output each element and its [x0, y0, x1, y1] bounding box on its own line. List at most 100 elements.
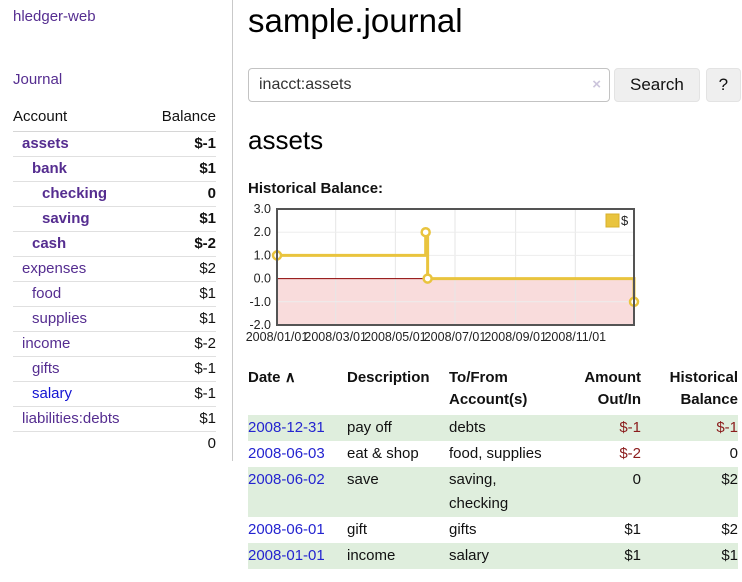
account-balance: 0	[147, 181, 216, 207]
app-title-link[interactable]: hledger-web	[13, 8, 96, 25]
account-link[interactable]: supplies	[32, 310, 88, 327]
clear-search-icon[interactable]: ×	[592, 76, 601, 93]
accounts-table-body: assets $-1 bank $1 checking 0 saving $1 cash $-2 e…	[13, 131, 216, 432]
search-input[interactable]	[248, 68, 610, 102]
legend-swatch	[605, 213, 620, 228]
transaction-amount: 0	[632, 471, 641, 488]
account-link[interactable]: cash	[32, 235, 67, 252]
account-row: income $-2	[13, 331, 216, 357]
transaction-description: income	[347, 547, 396, 564]
transaction-accounts: gifts	[449, 521, 477, 538]
transaction-description: save	[347, 471, 379, 488]
transaction-amount: $-2	[619, 445, 641, 462]
register-header-balance: Historical Balance	[669, 369, 738, 408]
account-balance: $-1	[147, 131, 216, 157]
transaction-balance: $-1	[716, 419, 738, 436]
account-link[interactable]: food	[32, 285, 62, 302]
transaction-balance: 0	[729, 445, 738, 462]
transaction-row: 2008-01-01 income salary $1 $1	[248, 543, 738, 569]
transaction-balance: $2	[721, 521, 738, 538]
transaction-date-link[interactable]: 2008-06-03	[248, 445, 325, 462]
transaction-amount: $1	[624, 547, 641, 564]
transaction-balance: $1	[721, 547, 738, 564]
account-balance: $1	[147, 206, 216, 232]
transaction-row: 2008-12-31 pay off debts $-1 $-1	[248, 415, 738, 441]
account-row: bank $1	[13, 156, 216, 182]
accounts-table: Account Balance assets $-1 bank $1 checking 0…	[13, 105, 216, 455]
y-tick-label: 3.0	[254, 202, 271, 216]
y-tick-label: -2.0	[249, 318, 271, 332]
x-tick-label: 2008/11/01	[544, 330, 606, 344]
transaction-date-link[interactable]: 2008-06-02	[248, 471, 325, 488]
account-link[interactable]: bank	[32, 160, 68, 177]
account-title: assets	[248, 125, 324, 155]
transaction-row: 2008-06-01 gift gifts $1 $2	[248, 517, 738, 543]
transaction-date-link[interactable]: 2008-01-01	[248, 547, 325, 564]
x-tick-label: 2008/03/01	[304, 330, 367, 344]
account-row: salary $-1	[13, 381, 216, 407]
sidebar-item-journal[interactable]: Journal	[13, 71, 63, 88]
account-link[interactable]: checking	[42, 185, 108, 202]
transaction-accounts: debts	[449, 419, 486, 436]
account-row: food $1	[13, 281, 216, 307]
account-balance: $-1	[147, 356, 216, 382]
account-link[interactable]: gifts	[32, 360, 60, 377]
y-tick-label: 2.0	[254, 225, 271, 239]
transaction-balance: $2	[721, 471, 738, 488]
account-row: checking 0	[13, 181, 216, 207]
account-row: gifts $-1	[13, 356, 216, 382]
account-link[interactable]: expenses	[22, 260, 87, 277]
account-link[interactable]: liabilities:debts	[22, 410, 120, 427]
transaction-amount: $1	[624, 521, 641, 538]
register-header-description: Description	[347, 369, 430, 386]
x-tick-label: 2008/01/01	[246, 330, 309, 344]
x-tick-label: 2008/05/01	[364, 330, 427, 344]
register-header-date[interactable]: Date ∧	[248, 369, 296, 386]
account-row: cash $-2	[13, 231, 216, 257]
page: hledger-web Journal Account Balance asse…	[0, 0, 742, 569]
x-tick-label: 2008/07/01	[424, 330, 487, 344]
x-tick-label: 2008/09/01	[484, 330, 547, 344]
account-row: assets $-1	[13, 131, 216, 157]
account-balance: $1	[147, 406, 216, 432]
account-row: liabilities:debts $1	[13, 406, 216, 432]
y-tick-label: -1.0	[249, 295, 271, 309]
account-balance: $-2	[147, 331, 216, 357]
account-row: supplies $1	[13, 306, 216, 332]
transaction-accounts: food, supplies	[449, 445, 542, 462]
search-form: × Search ?	[248, 68, 741, 102]
sidebar: hledger-web Journal Account Balance asse…	[0, 0, 233, 461]
account-row: saving $1	[13, 206, 216, 232]
data-point-marker	[422, 273, 433, 284]
account-row: expenses $2	[13, 256, 216, 282]
main-content: sample.journal × Search ? assets Histori…	[233, 0, 742, 569]
y-tick-label: 0.0	[254, 272, 271, 286]
legend-label: $	[621, 213, 629, 228]
register-header-amount: Amount Out/In	[584, 369, 641, 408]
search-input-wrap: ×	[248, 68, 610, 102]
account-balance: $1	[147, 156, 216, 182]
help-button[interactable]: ?	[705, 68, 741, 102]
register-table: Date ∧ Description To/From Account(s) Am…	[248, 365, 738, 569]
account-link[interactable]: income	[22, 335, 71, 352]
account-balance: $-2	[147, 231, 216, 257]
account-balance: $2	[147, 256, 216, 282]
accounts-total-row: 0	[13, 431, 216, 455]
account-link[interactable]: assets	[22, 135, 69, 152]
accounts-total-spacer	[13, 431, 148, 455]
transaction-accounts: saving, checking	[449, 471, 509, 512]
accounts-header-balance: Balance	[147, 105, 216, 132]
account-link[interactable]: salary	[32, 385, 73, 402]
search-button[interactable]: Search	[614, 68, 700, 102]
account-balance: $1	[147, 306, 216, 332]
transaction-row: 2008-06-03 eat & shop food, supplies $-2 0	[248, 441, 738, 467]
transaction-description: pay off	[347, 419, 392, 436]
page-title: sample.journal	[248, 2, 463, 39]
transaction-date-link[interactable]: 2008-06-01	[248, 521, 325, 538]
transaction-date-link[interactable]: 2008-12-31	[248, 419, 325, 436]
account-balance: $-1	[147, 381, 216, 407]
accounts-header-row: Account Balance	[13, 105, 216, 132]
transaction-description: gift	[347, 521, 368, 538]
account-link[interactable]: saving	[42, 210, 90, 227]
data-point-marker	[420, 226, 431, 238]
